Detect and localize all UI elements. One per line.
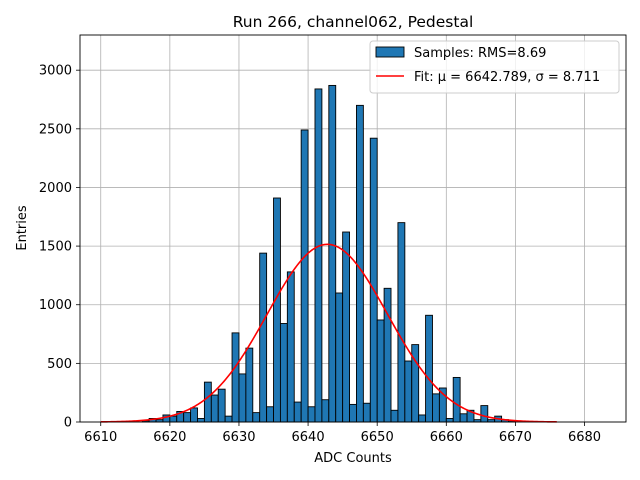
chart-title: Run 266, channel062, Pedestal [233,13,474,31]
legend-histogram-swatch [375,46,405,58]
histogram-bar [286,271,295,423]
y-tick-label: 2500 [39,122,72,137]
histogram-bar [328,84,337,423]
histogram-bar [203,381,212,423]
histogram-bar [445,418,454,423]
x-axis-ticks: 6610 6620 6630 6640 6650 6660 6670 6680 [84,422,601,445]
y-axis-label: Entries [15,205,30,251]
histogram-bar [273,197,281,423]
histogram-bar [169,415,178,423]
histogram-bar [279,323,288,423]
histogram-bar [307,406,316,423]
histogram-bar [238,373,247,423]
x-tick-label: 6670 [499,430,532,445]
y-tick-label: 2000 [39,181,72,196]
histogram-bar [210,394,219,423]
histogram-bar [231,332,240,423]
y-axis-ticks: 0 500 1000 1500 2000 2500 3000 [39,64,80,431]
histogram-bar [349,403,357,423]
x-tick-label: 6640 [292,430,325,445]
histogram-bars [141,84,516,423]
y-tick-label: 0 [64,416,72,431]
histogram-bar [321,399,330,423]
histogram-bar [376,319,385,423]
histogram-bar [452,376,461,423]
grid-lines [80,35,626,423]
y-tick-label: 1500 [39,240,72,255]
legend-box [369,40,620,94]
x-tick-label: 6660 [430,430,463,445]
histogram-bar [369,137,378,423]
histogram-bar [342,231,350,423]
histogram-bar [245,347,254,423]
histogram-bar [480,405,489,423]
histogram-bar [183,412,192,423]
x-tick-label: 6630 [222,430,255,445]
histogram-bar [190,407,198,423]
histogram-bar [197,418,205,423]
histogram-bar [314,88,323,423]
y-tick-label: 500 [47,357,72,372]
histogram-bar [252,412,261,423]
histogram-bar [300,129,309,423]
histogram-bar [425,314,433,423]
plot-area [80,35,626,422]
histogram-bar [266,406,274,423]
histogram-bar [397,222,406,423]
x-tick-label: 6650 [361,430,394,445]
histogram-bar [362,402,371,423]
histogram-bar [390,409,399,423]
histogram-bar [432,393,440,423]
legend: Samples: RMS=8.69 Fit: μ = 6642.789, σ =… [369,40,620,94]
y-tick-label: 1000 [39,298,72,313]
y-tick-label: 3000 [39,64,72,79]
histogram-bar [404,360,413,423]
histogram-bar [459,413,468,423]
histogram-bar [293,401,302,423]
x-tick-label: 6620 [153,430,186,445]
histogram-bar [217,388,226,423]
histogram-bar [356,104,364,423]
fit-curve [100,243,557,423]
legend-histogram-label: Samples: RMS=8.69 [414,46,546,61]
plot-frame [79,34,627,423]
histogram-bar [224,415,233,423]
legend-fit-label: Fit: μ = 6642.789, σ = 8.711 [414,70,600,85]
histogram-bar [335,292,344,423]
x-tick-label: 6680 [568,430,601,445]
x-axis-label: ADC Counts [314,451,392,466]
histogram-bar [418,414,427,423]
histogram-bar [259,252,268,423]
x-tick-label: 6610 [84,430,117,445]
